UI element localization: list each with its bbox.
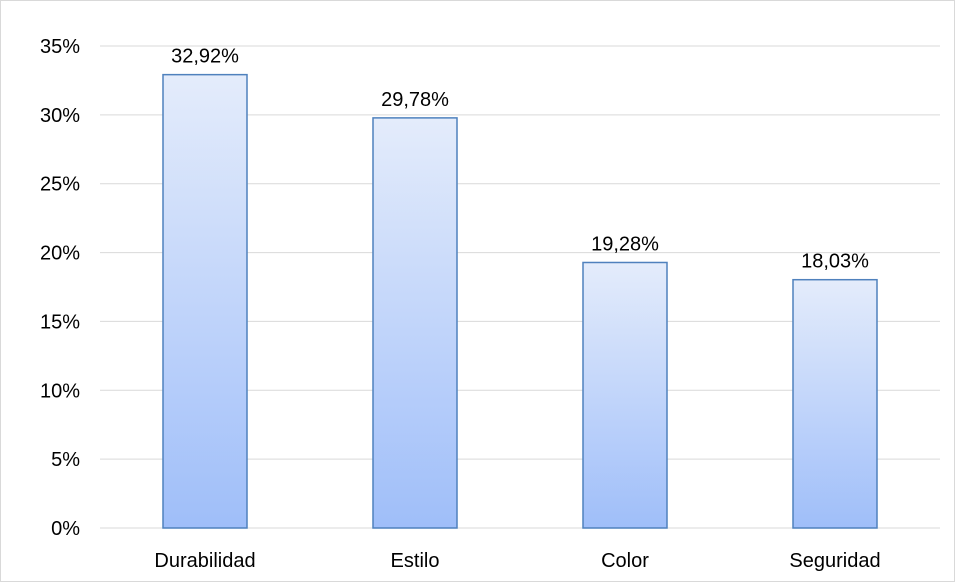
y-tick-label: 10% [40, 380, 80, 402]
y-tick-label: 25% [40, 174, 80, 196]
data-labels: 32,92% 29,78% 19,28% 18,03% [171, 46, 869, 273]
y-tick-label: 0% [51, 518, 80, 540]
data-label: 32,92% [171, 46, 239, 68]
y-tick-label: 30% [40, 105, 80, 127]
x-axis-tick-labels: Durabilidad Estilo Color Seguridad [154, 550, 880, 572]
bar-durabilidad [162, 73, 248, 529]
bars [162, 73, 878, 529]
x-tick-label: Durabilidad [154, 550, 255, 572]
bar-color [582, 261, 668, 529]
bar-seguridad [792, 278, 878, 529]
y-tick-label: 5% [51, 449, 80, 471]
bar-estilo [372, 117, 458, 529]
x-tick-label: Seguridad [789, 550, 880, 572]
y-tick-label: 20% [40, 243, 80, 265]
data-label: 18,03% [801, 251, 869, 273]
x-tick-label: Estilo [391, 550, 440, 572]
data-label: 19,28% [591, 233, 659, 255]
y-axis-tick-labels: 0% 5% 10% 15% 20% 25% 30% 35% [40, 36, 80, 540]
y-tick-label: 15% [40, 311, 80, 333]
data-label: 29,78% [381, 89, 449, 111]
y-tick-label: 35% [40, 36, 80, 58]
x-tick-label: Color [601, 550, 649, 572]
